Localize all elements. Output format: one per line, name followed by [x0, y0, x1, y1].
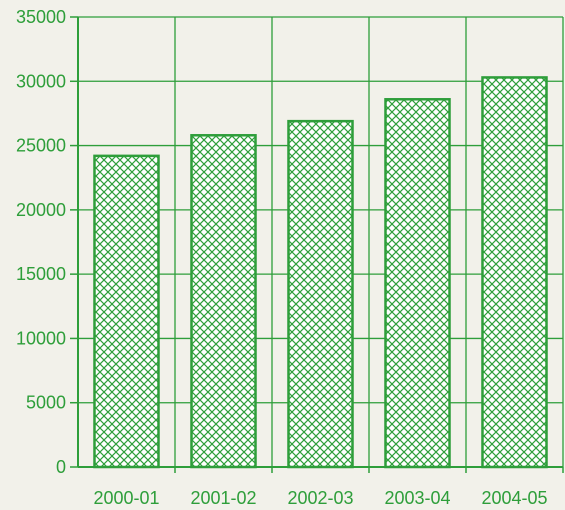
- bar-2000-01: [93, 154, 160, 469]
- x-tick-label: 2000-01: [93, 488, 159, 508]
- bars-group: [93, 76, 548, 469]
- bar-2002-03: [287, 119, 354, 469]
- y-tick-labels: 0 5000 10000 15000 20000 25000 30000 35000: [16, 7, 66, 477]
- bar-2001-02: [190, 134, 257, 469]
- y-tick-label: 10000: [16, 328, 66, 348]
- bar-2003-04: [384, 98, 451, 469]
- x-tick-labels: 2000-01 2001-02 2002-03 2003-04 2004-05: [93, 488, 547, 508]
- axes: [70, 16, 564, 473]
- y-tick-label: 30000: [16, 71, 66, 91]
- y-tick-label: 5000: [26, 393, 66, 413]
- y-tick-label: 25000: [16, 136, 66, 156]
- x-tick-label: 2003-04: [384, 488, 450, 508]
- y-tick-label: 0: [56, 457, 66, 477]
- y-tick-label: 35000: [16, 7, 66, 27]
- y-tick-label: 20000: [16, 200, 66, 220]
- x-tick-label: 2001-02: [190, 488, 256, 508]
- x-tick-label: 2004-05: [481, 488, 547, 508]
- x-tick-label: 2002-03: [287, 488, 353, 508]
- y-tick-label: 15000: [16, 264, 66, 284]
- bar-2004-05: [481, 76, 548, 469]
